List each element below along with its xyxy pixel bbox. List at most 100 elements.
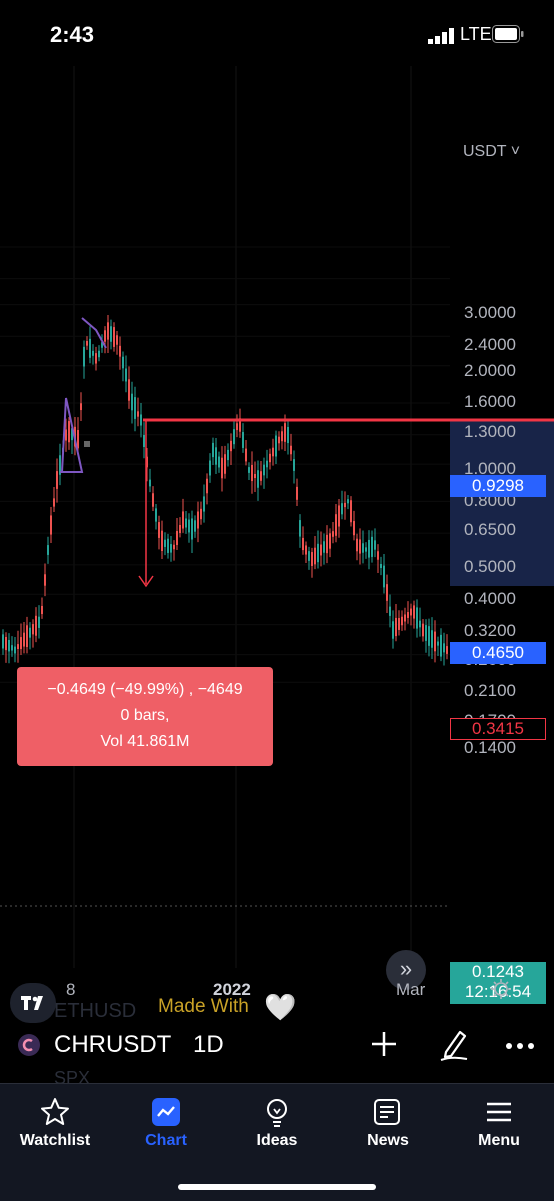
price-scale-label: 0.5000 [464, 557, 516, 577]
chart-area[interactable]: USDT ˅ 3.0000 2.4000 2.0000 1.6000 1.3000 1.0… [0, 66, 554, 1023]
time-label-year: 2022 [213, 980, 251, 999]
heart-icon: 🤍 [264, 992, 297, 1022]
candle-body [71, 428, 73, 441]
home-indicator [178, 1184, 376, 1190]
candle-body [167, 538, 169, 553]
level-price-tag: 0.9298 [450, 475, 546, 497]
candlestick-chart[interactable] [0, 66, 554, 970]
target-price-tag: 0.4650 [450, 642, 546, 664]
nav-watchlist[interactable]: Watchlist [0, 1096, 110, 1150]
pen-icon[interactable] [438, 1026, 470, 1062]
candle-body [320, 544, 322, 556]
measure-volume: Vol 41.861M [100, 733, 190, 750]
candle-body [92, 350, 94, 356]
candle-body [101, 342, 103, 348]
candle-body [98, 350, 100, 358]
candle-body [338, 505, 340, 527]
candle-body [350, 500, 352, 523]
candle-body [332, 531, 334, 537]
candle-body [143, 435, 145, 447]
nav-menu[interactable]: Menu [444, 1096, 554, 1150]
candle-body [323, 541, 325, 553]
candle-body [218, 456, 220, 468]
coin-icon [18, 1034, 40, 1056]
candle-body [236, 423, 238, 431]
candle-body [386, 584, 388, 601]
candle-body [209, 460, 211, 476]
candle-body [401, 616, 403, 626]
candle-body [428, 626, 430, 646]
candle-body [176, 531, 178, 545]
candle-body [29, 627, 31, 638]
candle-body [278, 436, 280, 444]
candle-body [413, 605, 415, 619]
candle-body [374, 540, 376, 550]
tradingview-logo[interactable] [10, 983, 56, 1023]
candle-body [410, 608, 412, 616]
candle-body [86, 340, 88, 346]
candle-body [131, 393, 133, 411]
candle-body [53, 498, 55, 507]
nav-chart[interactable]: Chart [111, 1096, 221, 1150]
price-scale-label: 3.0000 [464, 302, 516, 322]
candle-body [443, 643, 445, 653]
grid-lines [0, 66, 450, 968]
candle-body [119, 345, 121, 357]
candle-body [173, 544, 175, 550]
candle-body [191, 518, 193, 540]
symbol-selector[interactable]: CHRUSDT [54, 1031, 172, 1058]
candle-body [371, 536, 373, 557]
candle-body [8, 640, 10, 652]
candle-body [422, 623, 424, 637]
scroll-to-realtime-button[interactable]: » [386, 950, 426, 990]
candle-body [344, 502, 346, 508]
status-bar: 2:43 LTE [0, 0, 554, 66]
candle-body [140, 414, 142, 426]
candle-body [434, 631, 436, 652]
measure-bars: 0 bars, [120, 707, 170, 724]
nav-ideas[interactable]: Ideas [222, 1096, 332, 1150]
candle-body [122, 356, 124, 369]
clock: 2:43 [50, 22, 95, 47]
drawing-anchor[interactable] [84, 441, 90, 447]
candle-body [254, 473, 256, 479]
candle-body [215, 447, 217, 465]
candle-body [407, 612, 409, 618]
price-scale-label: 1.0000 [464, 459, 516, 478]
candle-body [26, 625, 28, 648]
candle-body [347, 499, 349, 504]
candle-body [305, 545, 307, 555]
price-scale-label: 0.1400 [464, 738, 516, 758]
gear-icon[interactable] [490, 978, 512, 1000]
candle-body [56, 471, 58, 489]
candle-body [230, 440, 232, 452]
candle-body [293, 459, 295, 471]
signal-icon [428, 28, 454, 44]
candle-body [296, 486, 298, 500]
candle-body [389, 606, 391, 616]
candle-body [206, 478, 208, 494]
more-icon[interactable] [504, 1030, 536, 1062]
candle-body [431, 630, 433, 648]
currency-selector[interactable]: USDT ˅ [463, 143, 521, 160]
candle-body [287, 426, 289, 444]
candle-body [362, 543, 364, 553]
measure-range-highlight [450, 420, 554, 586]
candle-body [317, 543, 319, 563]
plus-icon[interactable] [368, 1028, 400, 1060]
candle-body [392, 621, 394, 639]
nav-news[interactable]: News [333, 1096, 443, 1150]
candle-body [185, 518, 187, 528]
candle-body [77, 430, 79, 449]
interval-selector[interactable]: 1D [193, 1031, 224, 1058]
candle-body [32, 624, 34, 635]
candle-body [5, 637, 7, 651]
candle-body [125, 368, 127, 382]
candle-body [275, 435, 277, 457]
candle-body [281, 431, 283, 442]
time-axis[interactable]: 8 2022 Mar [0, 970, 554, 1008]
candle-body [158, 522, 160, 538]
candle-body [341, 503, 343, 515]
candle-body [251, 464, 253, 482]
measure-arrow-head [138, 575, 154, 588]
